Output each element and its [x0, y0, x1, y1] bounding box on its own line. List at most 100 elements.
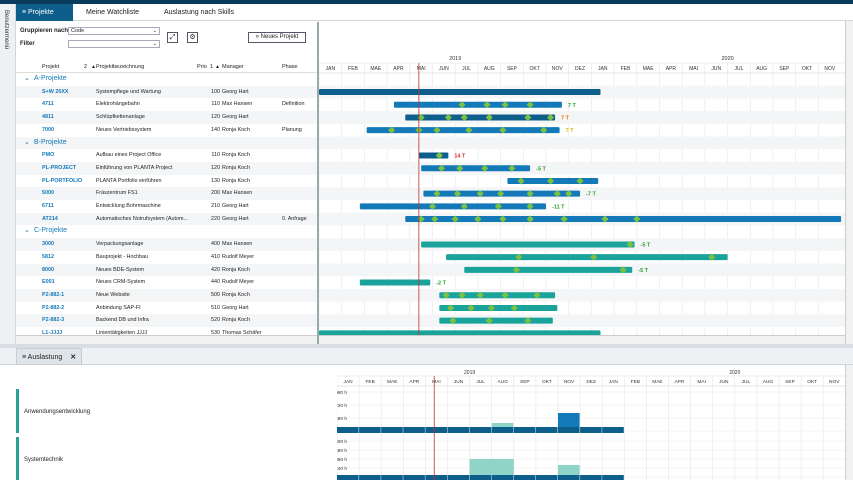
tab-watchliste-label: Meine Watchliste [86, 9, 140, 16]
table-row[interactable]: 4711 Elektrohängebahn 110 Max Hansen Definit… [16, 98, 317, 111]
table-row[interactable]: 3000 Verpackungsanlage 400 Max Hansen [16, 238, 317, 251]
group-row[interactable]: ⌄ B-Projekte [16, 136, 317, 150]
group-row[interactable]: ⌄ C-Projekte [16, 225, 317, 238]
project-manager: Georg Hart [222, 215, 249, 222]
project-code[interactable]: P2-882-2 [42, 304, 65, 311]
month-label: MAI [432, 379, 441, 385]
milestone-diamond [565, 190, 573, 198]
table-row[interactable]: AT214 Automatisches Notrufsystem (Autom..… [16, 212, 317, 226]
table-row[interactable]: 4811 Schlüpfkettenanlage 120 Georg Hart [16, 111, 317, 124]
tab-meine-watchliste[interactable]: Meine Watchliste [80, 4, 145, 21]
workload-vertical-scrollbar[interactable] [845, 365, 853, 480]
table-row[interactable]: P2-882-1 Neue Website 500 Ronja Koch [16, 288, 317, 302]
month-label: JUL [462, 66, 471, 72]
gantt-vertical-scrollbar[interactable] [845, 21, 853, 344]
tab-projekte[interactable]: ≡ Projekte ✕ [16, 4, 73, 33]
column-header-project[interactable]: Projekt [42, 64, 60, 70]
tab-auslastung-nach-skills[interactable]: Auslastung nach Skills [158, 4, 240, 21]
project-code[interactable]: 5812 [42, 253, 54, 260]
table-row[interactable]: PL-PROJECT Einführung von PLANTA Project 1… [16, 161, 317, 175]
panel-separator[interactable] [0, 344, 853, 348]
project-code[interactable]: 6711 [42, 203, 54, 209]
month-label: SEP [507, 66, 518, 72]
project-code[interactable]: AT214 [42, 215, 58, 222]
delay-label: -11 T [552, 204, 565, 210]
tab-auslastung[interactable]: ≡ Auslastung ✕ [16, 348, 83, 365]
project-code[interactable]: 8000 [42, 266, 54, 273]
table-row[interactable]: S+W 20XX Systempflege und Wartung 100 Georg… [16, 85, 317, 99]
project-code[interactable]: PMO [42, 152, 55, 159]
project-code[interactable]: PL-PROJECT [42, 164, 77, 171]
milestone-diamond [435, 152, 443, 160]
gantt-bar [366, 127, 560, 134]
table-row[interactable]: 8000 Neues BDE-System 420 Ronja Koch [16, 263, 317, 277]
workload-bar [535, 427, 558, 433]
milestone-diamond [438, 164, 446, 172]
column-header-name[interactable]: Projektbezeichnung [96, 64, 145, 70]
project-code[interactable]: P2-882-3 [42, 317, 65, 324]
pane-splitter[interactable] [317, 22, 319, 344]
milestone-diamond [619, 266, 627, 274]
gantt-bar [418, 152, 449, 159]
gantt-bar [464, 266, 633, 273]
month-label: MAI [697, 379, 706, 385]
group-row[interactable]: ⌄ A-Projekte [16, 73, 317, 86]
table-row[interactable]: 5000 Fräszentrum FS1 200 Max Hansen [16, 187, 317, 200]
gantt-chart[interactable]: 2019 2020 JAN FEB MAE APR MAI JUN JUL AUG SEP OKT NO… [319, 21, 845, 344]
expand-icon[interactable]: ⤢ [167, 32, 178, 43]
project-code[interactable]: PL-PORTFOLIO [42, 177, 83, 184]
workload-bar [558, 427, 580, 433]
project-code[interactable]: S+W 20XX [42, 88, 69, 95]
table-row[interactable]: PL-PORTFOLIO PLANTA Portfolio einführen 13… [16, 175, 317, 188]
project-name: Neue Website [96, 291, 130, 298]
project-code[interactable]: L1-JJJJ [42, 330, 63, 335]
month-label: MAE [370, 66, 382, 72]
month-label: JUN [719, 379, 729, 385]
column-header-manager[interactable]: Manager [222, 64, 244, 70]
project-code[interactable]: 3000 [42, 241, 54, 248]
main-tab-bar: ≡ Projekte ✕ Meine Watchliste Auslastung… [16, 4, 853, 33]
table-horizontal-scrollbar[interactable] [16, 335, 317, 344]
milestone-diamond [428, 202, 437, 210]
filter-select[interactable]: ⌄ [68, 40, 160, 48]
table-row[interactable]: P2-882-3 Backend DB und Infra 520 Ronja Koc… [16, 314, 317, 327]
project-manager: Thomas Schäfer [222, 330, 262, 335]
new-project-button[interactable]: » Neues Projekt [248, 32, 306, 43]
user-menu-strip[interactable]: Benutzermenü [0, 4, 16, 345]
project-manager: Georg Hart [222, 203, 249, 209]
project-code[interactable]: P2-882-1 [42, 291, 65, 298]
column-header-phase[interactable]: Phase [282, 64, 298, 70]
milestone-diamond [633, 215, 641, 223]
project-code[interactable]: 7000 [42, 126, 54, 133]
table-row[interactable]: 5812 Bauprojekt - Hochbau 410 Rudolf Meyer [16, 251, 317, 264]
table-row[interactable]: L1-JJJJ Linientätigkeiten JJJJ 530 Thomas S… [16, 327, 317, 335]
table-row[interactable]: 6711 Entwicklung Bohrmaschine 210 Georg Har… [16, 200, 317, 213]
new-project-label: Neues Projekt [260, 34, 299, 40]
milestone-diamond [442, 291, 450, 299]
table-row[interactable]: PMO Aufbau eines Project Office 110 Ronja K… [16, 149, 317, 162]
project-manager: Rudolf Meyer [222, 279, 255, 286]
month-label: APR [393, 66, 404, 72]
milestone-diamond [458, 291, 466, 299]
table-row[interactable]: E001 Neues CRM-System 440 Rudolf Meyer [16, 276, 317, 289]
project-prio: 110 [211, 152, 220, 159]
month-label: FEB [631, 379, 640, 385]
table-row[interactable]: P2-882-2 Anbindung SAP-FI 510 Georg Hart [16, 302, 317, 315]
table-row[interactable]: 7000 Neues Vertriebssystem 140 Ronja Koch Pl… [16, 124, 317, 137]
milestone-diamond [512, 266, 521, 274]
group-by-select[interactable]: Code ⌄ [68, 27, 160, 35]
project-manager: Ronja Koch [222, 291, 250, 298]
project-manager: Max Hansen [222, 241, 253, 248]
close-icon[interactable]: ✕ [70, 354, 77, 361]
tick-label: 360 h [337, 457, 347, 463]
project-code[interactable]: 4711 [42, 101, 54, 108]
gantt-horizontal-scrollbar[interactable] [319, 335, 845, 344]
project-code[interactable]: E001 [42, 279, 55, 286]
workload-chart[interactable]: 2019 2020 JAN FEB MAE APR MAI JUN JUL AUG SEP OKT NO… [337, 365, 845, 480]
gantt-bar [446, 254, 728, 261]
project-code[interactable]: 5000 [42, 190, 54, 197]
project-code[interactable]: 4811 [42, 114, 54, 121]
gear-icon[interactable]: ⚙ [187, 32, 198, 43]
column-header-prio[interactable]: Prio [197, 64, 207, 70]
month-label: MAE [643, 66, 655, 72]
